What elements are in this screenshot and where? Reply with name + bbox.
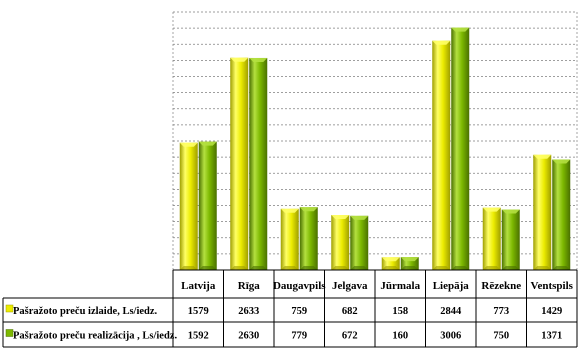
legend-swatch	[5, 304, 14, 313]
bar-izlaide-7	[533, 154, 552, 270]
bar-realizacija-4	[400, 257, 419, 270]
category-label: Latvija	[181, 280, 216, 292]
bar-cap	[400, 257, 419, 262]
table-cell: 160	[392, 331, 408, 342]
table-cell: 1592	[188, 331, 209, 342]
bar-izlaide-3	[331, 215, 350, 270]
bar-body	[533, 154, 552, 270]
bar-izlaide-6	[482, 207, 501, 270]
bar-cap	[179, 142, 198, 147]
bar-body	[482, 207, 501, 270]
table-cell: 682	[342, 306, 358, 317]
category-label: Rīga	[238, 280, 261, 292]
bar-izlaide-0	[179, 142, 198, 270]
category-label: Liepāja	[433, 280, 470, 292]
bar-body	[230, 57, 249, 271]
bar-cap	[501, 209, 520, 214]
bar-base	[400, 266, 419, 270]
bar-body	[280, 208, 299, 270]
bar-base	[381, 266, 400, 270]
bar-realizacija-0	[198, 141, 217, 270]
bar-body	[179, 142, 198, 270]
bar-body	[299, 207, 318, 270]
table-cell: 773	[493, 306, 509, 317]
bar-base	[350, 266, 369, 270]
bar-realizacija-1	[249, 57, 268, 270]
table-cell: 158	[392, 306, 408, 317]
bar-base	[501, 266, 520, 270]
bar-body	[350, 215, 369, 270]
bar-body	[451, 27, 470, 270]
table-cell: 2630	[238, 331, 259, 342]
bar-realizacija-7	[552, 159, 571, 270]
bar-realizacija-5	[451, 27, 470, 270]
table-cell: 2844	[440, 306, 462, 317]
table-cell: 1371	[541, 331, 562, 342]
bar-cap	[249, 57, 268, 62]
bar-base	[432, 266, 451, 270]
bar-body	[198, 141, 217, 270]
bar-cap	[280, 208, 299, 213]
table-cell: 1429	[541, 306, 562, 317]
bar-izlaide-4	[381, 257, 400, 270]
bar-cap	[230, 57, 249, 62]
table-cell: 3006	[440, 331, 461, 342]
bar-cap	[299, 207, 318, 212]
bar-base	[249, 266, 268, 270]
bar-cap	[350, 215, 369, 220]
bar-cap	[552, 159, 571, 164]
bar-body	[501, 209, 520, 270]
table-cell: 779	[291, 331, 307, 342]
bar-base	[533, 266, 552, 270]
category-label: Ventspils	[531, 280, 574, 292]
bar-base	[198, 266, 217, 270]
bar-realizacija-2	[299, 207, 318, 270]
bar-base	[331, 266, 350, 270]
bar-cap	[331, 215, 350, 220]
bar-base	[179, 266, 198, 270]
bar-body	[331, 215, 350, 270]
bar-base	[451, 266, 470, 270]
legend-label: Pašražoto preču realizācija , Ls/iedz.	[13, 331, 177, 342]
bar-realizacija-3	[350, 215, 369, 270]
legend-label: Pašražoto preču izlaide, Ls/iedz.	[13, 306, 158, 317]
table-cell: 672	[342, 331, 358, 342]
bar-cap	[198, 141, 217, 146]
bar-cap	[451, 27, 470, 32]
bar-cap	[432, 40, 451, 45]
bar-cap	[533, 154, 552, 159]
bar-izlaide-1	[230, 57, 249, 271]
bar-body	[249, 57, 268, 270]
bar-realizacija-6	[501, 209, 520, 270]
table-cell: 759	[291, 306, 307, 317]
bar-base	[552, 266, 571, 270]
category-label: Daugavpils	[273, 280, 326, 292]
category-label: Jūrmala	[380, 280, 420, 292]
bar-body	[552, 159, 571, 270]
bar-base	[230, 266, 249, 270]
bar-izlaide-2	[280, 208, 299, 270]
category-label: Jelgava	[332, 280, 368, 292]
table-cell: 2633	[238, 306, 259, 317]
bar-body	[432, 40, 451, 270]
bar-izlaide-5	[432, 40, 451, 270]
bar-base	[280, 266, 299, 270]
bars	[179, 27, 571, 271]
table-cell: 750	[493, 331, 509, 342]
category-label: Rēzekne	[481, 280, 521, 292]
data-table: Latvija Rīga Daugavpils Jelgava Jūrmala Liepā…	[2, 269, 578, 348]
legend-swatch	[5, 329, 14, 337]
table-cell: 1579	[188, 306, 209, 317]
bar-cap	[381, 257, 400, 262]
bar-base	[299, 266, 318, 270]
bar-cap	[482, 207, 501, 212]
bar-base	[482, 266, 501, 270]
